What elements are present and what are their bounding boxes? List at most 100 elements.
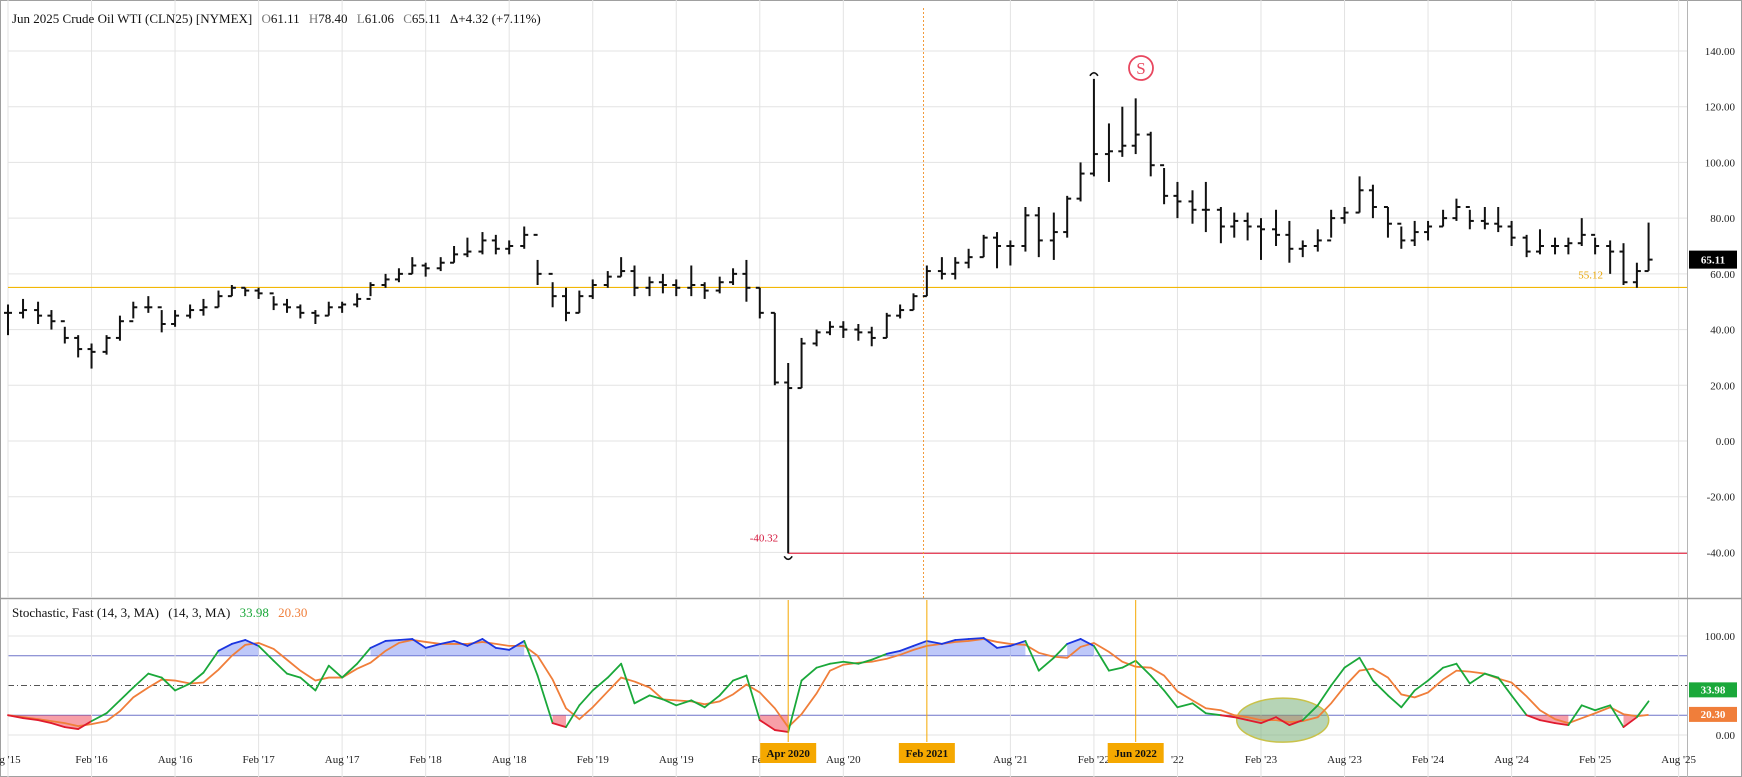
price-bar [60,320,69,344]
price-bar [1535,229,1544,255]
stochastic-tick-label: 0.00 [1716,730,1736,742]
x-tick-label: Feb '19 [577,754,610,766]
price-bar [867,326,876,347]
price-bar [1327,209,1336,242]
stochastic-k-segment [648,694,664,701]
stochastic-k-segment [954,638,970,641]
price-bar [87,343,96,369]
stochastic-k-segment [1497,676,1513,697]
stochastic-k-segment [286,672,302,679]
stochastic-k-segment [341,662,359,679]
event-label-text: Feb 2021 [906,748,948,760]
stochastic-k-segment [257,645,275,662]
stochastic-k-segment [466,638,484,647]
price-bar [338,301,347,313]
stochastic-k-segment [925,640,943,645]
stochastic-header: Stochastic, Fast (14, 3, MA) (14, 3, MA)… [12,605,307,620]
price-bar [964,248,973,269]
stochastic-k-segment [996,645,1012,649]
price-bar [909,293,918,312]
stochastic-k-segment [690,699,706,709]
price-bar [144,296,153,313]
price-tick-label: -20.00 [1707,492,1736,504]
high-value: 78.40 [318,11,347,26]
event-label-text: Jun 2022 [1114,748,1157,760]
price-bar [19,298,28,319]
stochastic-k-segment [481,638,497,649]
stochastic-k-segment [1275,716,1291,726]
stochastic-k-segment [147,672,163,679]
stochastic-k-segment [1580,704,1597,712]
stochastic-k-segment [1288,719,1304,726]
stochastic-k-segment [1525,714,1541,722]
stochastic-k-segment [1413,679,1429,692]
price-bar [157,306,166,333]
x-tick-label: g '15 [0,754,21,766]
price-bar [1452,198,1461,221]
price-bar [1551,237,1560,255]
event-label-box [760,743,817,763]
price-bar [47,310,56,330]
stochastic-tick-label: 100.00 [1705,631,1736,643]
price-bar [1216,207,1225,244]
stochastic-k-value: 33.98 [240,605,269,620]
low-value: 61.06 [365,11,395,26]
price-tick-label: 40.00 [1710,325,1735,337]
stochastic-k-segment [1468,672,1486,685]
x-tick-label: '22 [1171,754,1184,766]
oversold-fill [1526,715,1569,726]
overbought-fill [886,637,1026,656]
price-bar [1201,181,1210,233]
stochastic-k-segment [1455,662,1471,685]
close-value: 65.11 [412,11,441,26]
price-bar [561,287,570,322]
stochastic-k-segment [718,679,734,697]
stochastic-k-segment [1024,640,1040,672]
stochastic-k-segment [870,652,888,661]
stochastic-k-segment [578,689,594,707]
price-bar [617,257,626,278]
stochastic-k-segment [1483,672,1500,679]
price-bar [630,265,639,297]
stochastic-k-segment [1358,656,1374,682]
stochastic-k-segment [1108,666,1124,672]
stochastic-k-segment [787,679,803,733]
price-bar [951,257,960,280]
price-bar [993,232,1002,269]
x-tick-label: Aug '21 [993,754,1028,766]
stochastic-k-segment [1554,722,1570,726]
stochastic-k-segment [1609,704,1625,728]
price-bar [1021,207,1030,252]
price-bar [1173,181,1182,219]
signal-s-icon: S [1128,55,1154,81]
stochastic-k-segment [369,640,387,649]
stochastic-k-segment [815,662,831,669]
stochastic-k-segment [1134,659,1152,677]
x-tick-label: Aug '24 [1494,754,1529,766]
stochastic-k-segment [829,660,845,665]
price-bar [1063,195,1072,238]
price-bar [1577,218,1586,246]
price-tick-label: 20.00 [1710,380,1735,392]
stochastic-k-segment [633,694,651,705]
stochastic-d-badge-label: 20.30 [1701,709,1726,721]
stochastic-k-segment [857,658,873,665]
price-bar [115,315,124,341]
stochastic-k-segment [1009,640,1027,647]
chart-header: Jun 2025 Crude Oil WTI (CLN25) [NYMEX] O… [12,11,541,26]
price-bar [269,292,278,311]
stochastic-k-segment [1052,643,1069,659]
price-bar [366,282,375,300]
stochastic-k-segment [1301,704,1319,722]
stochastic-k-segment [230,639,247,645]
x-tick-label: Feb '18 [410,754,443,766]
stochastic-k-segment [453,640,469,647]
stochastic-k-segment [606,662,623,679]
stochastic-k-segment [745,674,761,722]
x-tick-label: Feb '25 [1579,754,1612,766]
stochastic-k-segment [1037,656,1055,672]
price-bar [715,276,724,294]
stochastic-k-segment [967,637,985,640]
stochastic-k-segment [1191,702,1207,715]
stochastic-k-segment [1260,716,1277,725]
